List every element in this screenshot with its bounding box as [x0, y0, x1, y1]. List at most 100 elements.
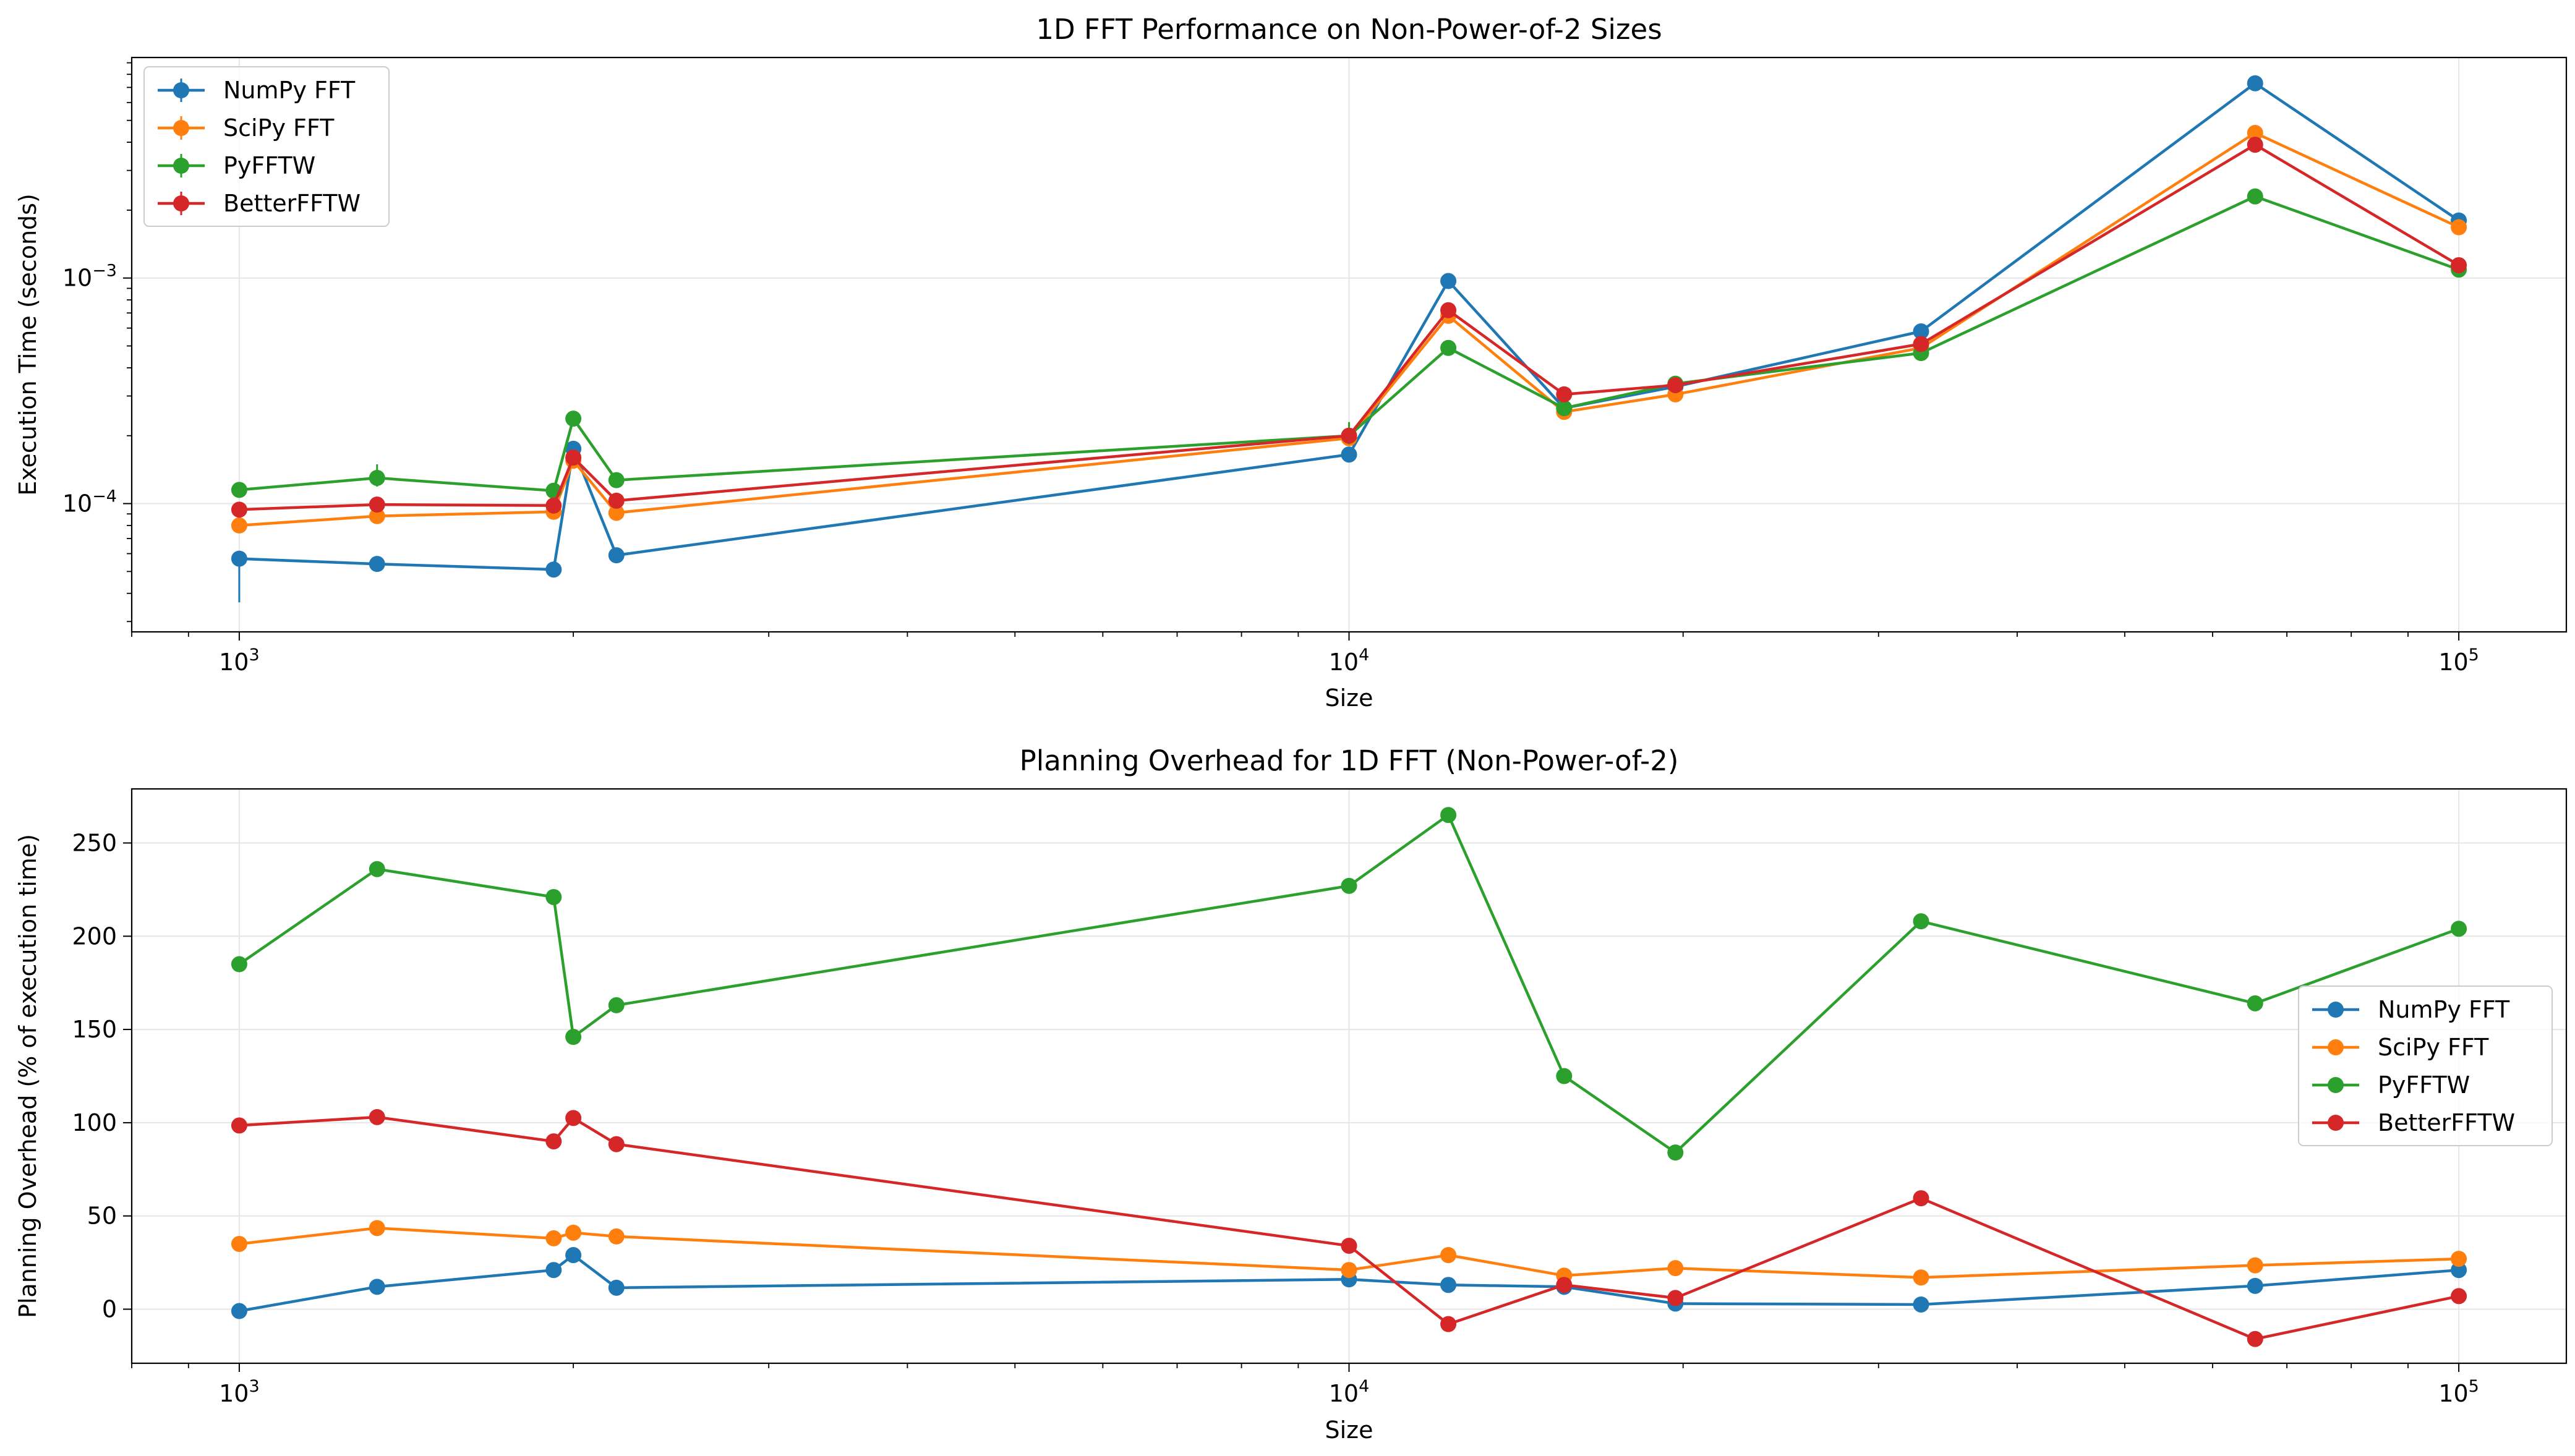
series-pyfftw — [231, 807, 2467, 1161]
data-point — [1667, 1290, 1684, 1306]
data-point — [2247, 188, 2263, 205]
legend-item-pyfftw: PyFFTW — [158, 152, 315, 179]
legend-label: PyFFTW — [2378, 1071, 2470, 1099]
legend-label: PyFFTW — [223, 152, 315, 179]
data-point — [2247, 1330, 2263, 1347]
x-tick-label: 103 — [219, 645, 260, 676]
series-scipy-fft — [231, 1220, 2467, 1286]
data-point — [565, 1110, 582, 1126]
data-point — [608, 1228, 625, 1245]
legend-box — [2298, 986, 2553, 1146]
y-tick-label: 50 — [87, 1203, 117, 1230]
data-point — [1667, 377, 1684, 393]
data-point — [1341, 446, 1357, 463]
data-point — [1913, 336, 1929, 352]
legend-label: SciPy FFT — [223, 114, 335, 142]
series-line — [238, 813, 2459, 1154]
data-point — [1913, 1296, 1929, 1313]
data-point — [1556, 386, 1573, 402]
data-point — [2451, 921, 2467, 937]
data-point — [2247, 1257, 2263, 1274]
legend-marker — [2328, 1115, 2344, 1131]
data-point — [545, 1230, 562, 1246]
legend-label: SciPy FFT — [2378, 1034, 2489, 1061]
legend-item-betterfftw: BetterFFTW — [158, 190, 361, 217]
data-point — [369, 469, 385, 486]
data-point — [1556, 1068, 1573, 1084]
series-betterfftw — [231, 137, 2467, 518]
data-point — [1341, 1262, 1357, 1279]
data-point — [608, 547, 625, 564]
data-point — [2451, 219, 2467, 236]
chart-title: 1D FFT Performance on Non-Power-of-2 Siz… — [1036, 13, 1662, 46]
data-point — [565, 1029, 582, 1045]
y-tick-label: 10−4 — [62, 487, 117, 517]
y-tick-label: 250 — [72, 829, 117, 856]
data-point — [1913, 1190, 1929, 1207]
data-point — [1440, 1277, 1457, 1293]
legend-marker — [2328, 1039, 2344, 1055]
x-tick-label: 105 — [2438, 1377, 2479, 1407]
data-point — [2247, 995, 2263, 1011]
data-point — [1913, 323, 1929, 340]
data-point — [608, 492, 625, 509]
data-point — [369, 556, 385, 573]
data-point — [608, 1136, 625, 1152]
data-point — [1341, 877, 1357, 894]
data-point — [231, 1117, 247, 1134]
data-point — [545, 1133, 562, 1150]
series-line — [239, 1115, 2459, 1341]
data-point — [545, 561, 562, 578]
legend: NumPy FFT SciPy FFT PyFFTW BetterFFTW — [2298, 986, 2553, 1146]
execution-time-chart: 103 104 105 10−4 10−3 1D FFT Performance on N… — [14, 13, 2568, 712]
data-point — [545, 1262, 562, 1279]
legend-marker — [173, 82, 189, 98]
series-group — [231, 807, 2467, 1347]
data-point — [565, 1224, 582, 1241]
data-point — [608, 472, 625, 488]
legend: NumPy FFT SciPy FFT PyFFTW BetterFFTW — [143, 66, 390, 227]
x-tick-label: 104 — [1329, 1377, 1370, 1407]
grid — [132, 789, 2566, 1363]
data-point — [1440, 302, 1457, 318]
data-point — [369, 1220, 385, 1237]
data-point — [1556, 1277, 1573, 1293]
y-tick-label: 100 — [72, 1109, 117, 1136]
data-point — [565, 449, 582, 466]
data-point — [1341, 427, 1357, 444]
x-axis-label: Size — [1325, 684, 1373, 712]
x-tick-label: 104 — [1329, 645, 1370, 676]
axes-frame — [130, 56, 2568, 633]
data-point — [231, 482, 247, 498]
y-tick-label: 10−3 — [62, 262, 117, 292]
series-group — [231, 75, 2467, 603]
legend-item-scipy-fft: SciPy FFT — [158, 114, 335, 142]
legend-label: NumPy FFT — [223, 77, 356, 104]
legend-marker — [2328, 1002, 2344, 1018]
legend-marker — [173, 195, 189, 211]
data-point — [1913, 1269, 1929, 1286]
data-point — [2247, 137, 2263, 153]
data-point — [231, 956, 247, 973]
legend-item-numpy-fft: NumPy FFT — [2312, 996, 2510, 1023]
data-point — [369, 1109, 385, 1125]
data-point — [1440, 1247, 1457, 1264]
data-point — [1440, 807, 1457, 824]
series-line — [239, 1227, 2459, 1279]
axis-ticks: 103 104 105 0 50 100 150 200 250 — [72, 829, 2479, 1407]
data-point — [1913, 913, 1929, 930]
data-point — [231, 517, 247, 534]
axes-frame — [130, 788, 2568, 1364]
series-line — [239, 143, 2460, 511]
legend-marker — [173, 120, 189, 136]
chart-title: Planning Overhead for 1D FFT (Non-Power-… — [1020, 744, 1679, 777]
data-point — [1440, 339, 1457, 356]
data-point — [1440, 273, 1457, 289]
data-point — [2451, 1262, 2467, 1279]
data-point — [2451, 257, 2467, 273]
legend-item-scipy-fft: SciPy FFT — [2312, 1034, 2489, 1061]
data-point — [1341, 1237, 1357, 1254]
data-point — [2247, 124, 2263, 141]
